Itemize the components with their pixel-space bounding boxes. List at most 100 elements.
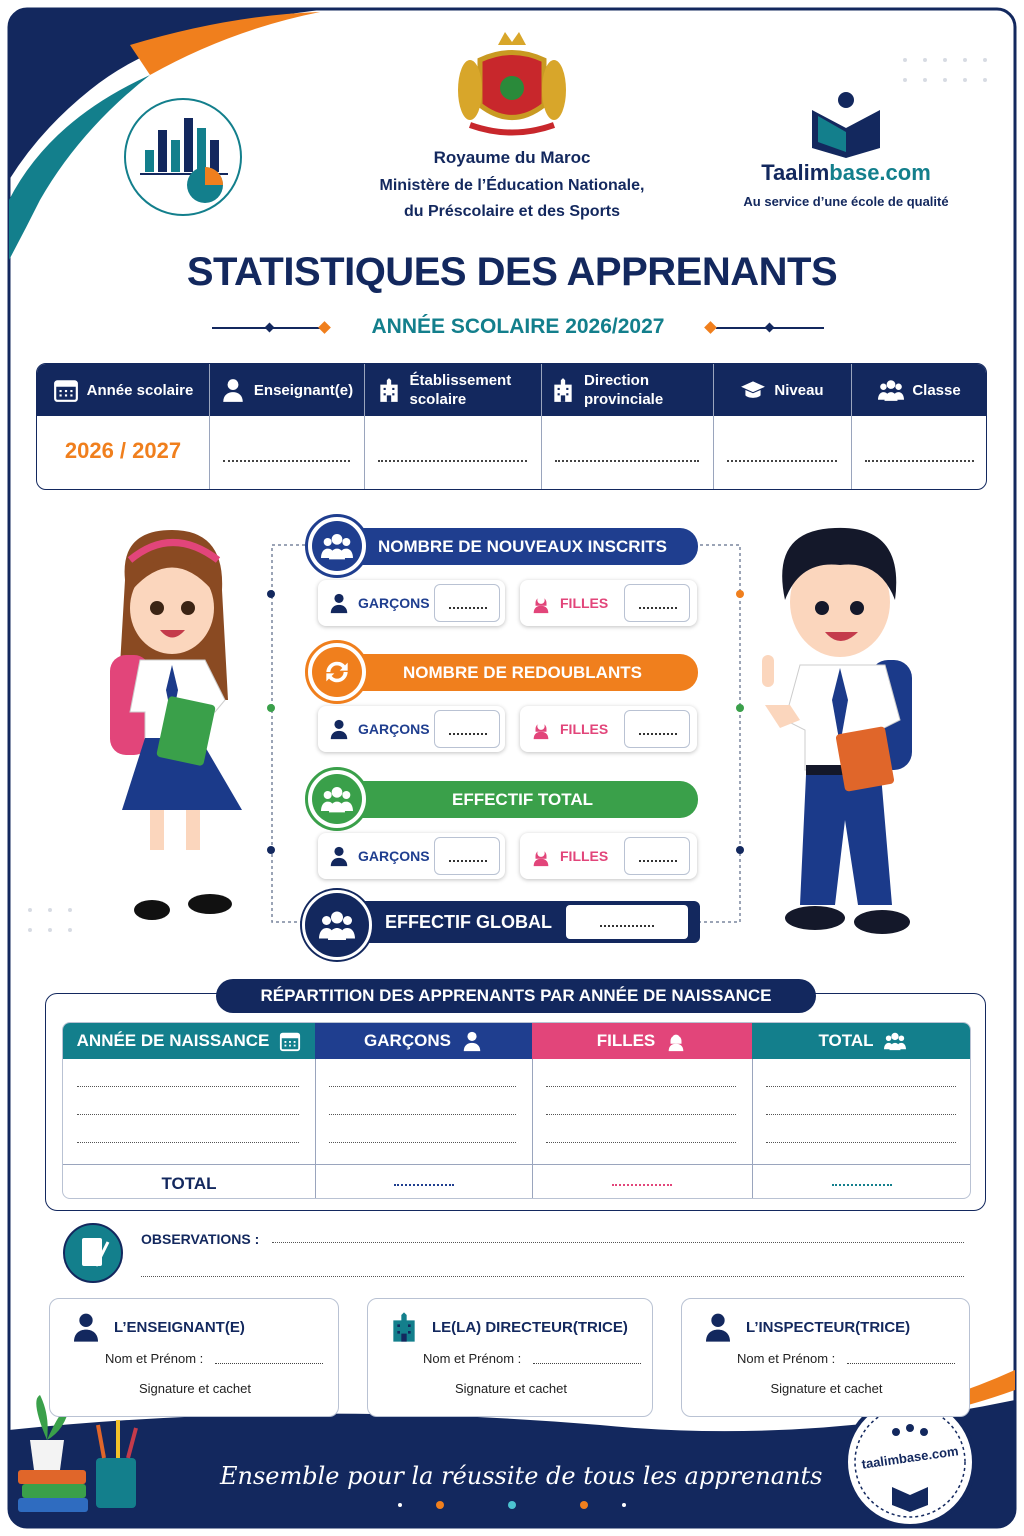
icon-building <box>554 378 572 402</box>
icon-head <box>711 1313 725 1327</box>
global-blank <box>600 925 654 927</box>
signature-head: LE(LA) DIRECTEUR(TRICE) <box>388 1311 628 1343</box>
corner-swoosh-navy <box>9 9 330 180</box>
icon-body <box>319 928 355 939</box>
info-header-label: Enseignant(e) <box>253 381 354 399</box>
boy-face <box>790 547 890 657</box>
info-header-cell: Direction provinciale <box>541 364 713 416</box>
signature-head: L’ENSEIGNANT(E) <box>70 1311 245 1343</box>
icon-head <box>331 534 343 545</box>
count-label-wrap: FILLES <box>530 833 608 879</box>
distribution-header-label: FILLES <box>596 1031 656 1050</box>
royal-emblem <box>458 32 566 136</box>
boy-book <box>835 726 895 792</box>
info-divider <box>713 364 714 489</box>
logo-bar <box>171 140 180 172</box>
icon-sheet <box>82 1238 102 1266</box>
logo-bar <box>210 140 219 172</box>
icon-windows <box>557 387 569 402</box>
info-header-cell: Enseignant(e) <box>209 364 364 416</box>
signature-name-blank <box>533 1363 641 1364</box>
info-value: 2026 / 2027 <box>64 438 182 463</box>
emblem-center <box>500 76 524 100</box>
pencil <box>126 1427 138 1459</box>
book-stack <box>18 1470 86 1484</box>
building-icon <box>554 378 572 402</box>
section-icon <box>305 514 369 578</box>
icon-head <box>895 383 903 390</box>
brand-tagline: Au service d’une école de qualité <box>743 194 949 209</box>
connector-dot <box>736 590 744 598</box>
count-blank <box>639 860 677 862</box>
distribution-blank <box>546 1142 736 1143</box>
count-blank <box>449 733 487 735</box>
building-icon <box>393 1312 415 1342</box>
emblem-ribbon <box>468 122 556 136</box>
footer-motto: Ensemble pour la réussite de tous les ap… <box>220 1462 823 1490</box>
cycle-icon <box>326 661 348 683</box>
section-title: NOMBRE DE NOUVEAUX INSCRITS <box>377 537 668 556</box>
signature-box: L’ENSEIGNANT(E) Nom et Prénom : Signature … <box>49 1298 339 1417</box>
icon-body <box>328 928 346 940</box>
pencil <box>96 1424 106 1459</box>
signature-role: L’INSPECTEUR(TRICE) <box>746 1318 911 1336</box>
badge-book <box>892 1487 928 1512</box>
icon-body <box>74 1329 98 1342</box>
building-icon <box>379 378 398 402</box>
signature-box: L’INSPECTEUR(TRICE) Nom et Prénom : Signat… <box>681 1298 970 1417</box>
dot <box>28 908 32 912</box>
info-header-cell: Classe <box>851 364 986 416</box>
icon-head <box>537 722 545 730</box>
signature-name-blank <box>215 1363 323 1364</box>
dot <box>28 928 32 932</box>
icon-head <box>334 593 344 603</box>
dot <box>903 58 907 62</box>
icon-head <box>537 596 545 604</box>
connector-dot <box>736 704 744 712</box>
icon-head <box>898 1035 904 1041</box>
dot <box>943 78 947 82</box>
chart-logo <box>140 118 228 203</box>
count-blank <box>449 860 487 862</box>
rule-diamond <box>264 322 275 333</box>
person-icon <box>706 1313 730 1342</box>
info-header-cell: Établissement scolaire <box>364 364 541 416</box>
icon-body <box>330 857 348 867</box>
section-title: EFFECTIF TOTAL <box>451 790 594 809</box>
icon-bar <box>54 381 77 387</box>
brand-name: Taalimbase.com <box>720 160 972 186</box>
count-blank <box>449 607 487 609</box>
boy-thumb <box>762 655 774 687</box>
girl-mouth <box>160 630 185 638</box>
info-header-cell: Niveau <box>713 364 851 416</box>
girl-sock <box>148 850 166 895</box>
distribution-header-label: TOTAL <box>818 1031 874 1050</box>
girl-face <box>130 562 214 654</box>
icon-body <box>883 1042 906 1050</box>
count-label: FILLES <box>560 721 609 737</box>
section-icon <box>305 640 369 704</box>
icon-body <box>330 604 348 614</box>
icon-body <box>706 1329 730 1342</box>
boy-hair <box>782 527 897 600</box>
signature-cachet-label: Signature et cachet <box>138 1381 252 1396</box>
plant-leaves <box>36 1395 70 1440</box>
signature-role: LE(LA) DIRECTEUR(TRICE) <box>432 1318 628 1336</box>
icon-body <box>533 605 549 614</box>
connector-dots <box>267 590 744 854</box>
icon-head <box>334 719 344 729</box>
book-stack <box>18 1498 88 1512</box>
girl-sock <box>184 850 202 895</box>
icon-windows <box>383 387 394 402</box>
icon-body <box>668 1043 684 1052</box>
count-input <box>434 710 500 748</box>
distribution-header-cell: FILLES <box>532 1023 752 1059</box>
distribution-title: RÉPARTITION DES APPRENANTS PAR ANNÉE DE … <box>260 986 772 1005</box>
person-icon <box>330 846 348 867</box>
girl-book <box>156 696 216 766</box>
count-label: FILLES <box>560 848 609 864</box>
distribution-total-blank <box>393 1184 454 1186</box>
boy-pants <box>800 775 892 905</box>
chart-logo-ring <box>124 98 242 216</box>
